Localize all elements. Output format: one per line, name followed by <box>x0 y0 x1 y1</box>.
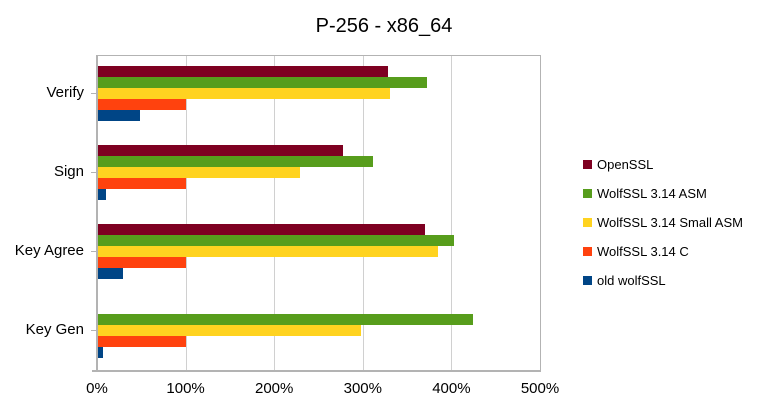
bar <box>97 235 455 246</box>
legend-item: WolfSSL 3.14 Small ASM <box>583 213 743 231</box>
y-tick <box>91 329 97 331</box>
x-axis-line <box>92 370 541 372</box>
x-axis-label: 200% <box>255 380 294 397</box>
bar <box>97 66 388 77</box>
plot-area <box>97 55 541 372</box>
gridline <box>185 56 187 372</box>
bar <box>97 268 123 279</box>
x-axis-label: 100% <box>166 380 205 397</box>
x-axis-label: 300% <box>343 380 382 397</box>
x-axis-label: 500% <box>520 380 560 397</box>
bar <box>97 325 362 336</box>
legend-item: old wolfSSL <box>583 271 666 289</box>
bar <box>97 88 391 99</box>
legend-label: WolfSSL 3.14 C <box>597 243 689 259</box>
gridline <box>362 56 364 372</box>
y-axis-label: Key Gen <box>25 320 84 338</box>
bar <box>97 336 186 347</box>
legend-swatch-icon <box>583 217 592 227</box>
bar <box>97 77 427 88</box>
legend-swatch-icon <box>583 188 592 198</box>
legend-label: WolfSSL 3.14 Small ASM <box>597 214 743 230</box>
y-axis-line <box>96 55 98 372</box>
chart-title: P-256 - x86_64 <box>315 15 453 37</box>
bar <box>97 178 186 189</box>
bar <box>97 167 300 178</box>
legend-item: OpenSSL <box>583 155 653 173</box>
gridline <box>451 56 453 372</box>
bar <box>97 224 425 235</box>
x-axis-label: 0% <box>86 380 108 397</box>
y-tick <box>91 92 97 94</box>
legend-label: old wolfSSL <box>597 272 666 288</box>
legend-swatch-icon <box>583 275 592 285</box>
legend-label: OpenSSL <box>597 156 654 172</box>
gridline <box>274 56 276 372</box>
bar <box>97 189 106 200</box>
y-tick <box>91 171 97 173</box>
y-axis-label: Key Agree <box>14 241 84 259</box>
legend-swatch-icon <box>583 246 592 256</box>
bar <box>97 314 473 325</box>
y-tick <box>91 250 97 252</box>
bar <box>97 110 141 121</box>
bar <box>97 99 186 110</box>
y-axis-label: Sign <box>53 162 84 180</box>
bar <box>97 145 344 156</box>
bar <box>97 246 439 257</box>
legend-item: WolfSSL 3.14 ASM <box>583 184 707 202</box>
bar <box>97 257 186 268</box>
y-axis-label: Verify <box>46 83 84 101</box>
x-axis-label: 400% <box>432 380 471 397</box>
legend-swatch-icon <box>583 159 592 169</box>
bar <box>97 156 373 167</box>
bar <box>97 347 104 358</box>
legend-label: WolfSSL 3.14 ASM <box>597 185 707 201</box>
legend-item: WolfSSL 3.14 C <box>583 242 689 260</box>
